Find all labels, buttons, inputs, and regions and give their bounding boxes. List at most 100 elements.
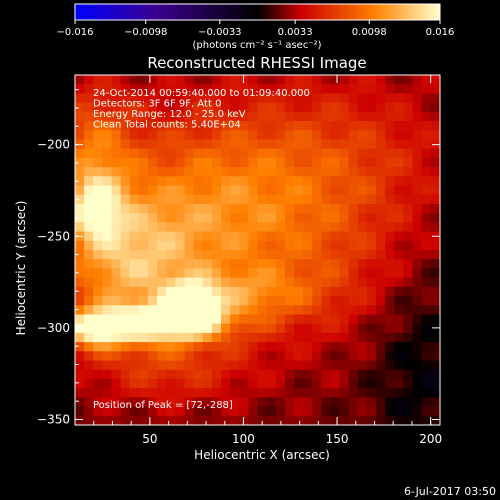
heatmap-cell	[303, 323, 313, 334]
heatmap-cell	[367, 286, 377, 297]
heatmap-cell	[129, 332, 140, 343]
heatmap-cell	[266, 75, 277, 85]
heatmap-cell	[230, 314, 240, 325]
heatmap-cell	[394, 268, 404, 279]
heatmap-cell	[211, 213, 222, 223]
heatmap-cell	[357, 240, 368, 251]
heatmap-cell	[321, 342, 331, 352]
heatmap-cell	[403, 231, 414, 242]
heatmap-cell	[111, 185, 122, 196]
heatmap-cell	[367, 388, 377, 398]
heatmap-cell	[84, 378, 94, 389]
colorbar-tick-label: 0.0033	[278, 27, 313, 38]
heatmap-cell	[348, 231, 359, 242]
heatmap-cell	[321, 369, 331, 380]
heatmap-cell	[111, 296, 122, 306]
heatmap-cell	[84, 259, 94, 269]
heatmap-cell	[93, 111, 103, 122]
heatmap-cell	[303, 397, 313, 407]
heatmap-cell	[275, 111, 286, 122]
heatmap-cell	[266, 305, 277, 315]
heatmap-cell	[239, 342, 249, 352]
heatmap-cell	[138, 139, 149, 150]
heatmap-cell	[266, 185, 277, 196]
heatmap-cell	[239, 148, 249, 159]
heatmap-cell	[148, 342, 158, 352]
heatmap-cell	[184, 332, 195, 343]
heatmap-cell	[211, 250, 222, 260]
heatmap-cell	[321, 397, 331, 407]
heatmap-cell	[394, 332, 404, 343]
heatmap-cell	[239, 130, 249, 140]
heatmap-cell	[111, 342, 122, 352]
heatmap-cell	[421, 342, 432, 352]
heatmap-cell	[339, 277, 350, 288]
heatmap-cell	[175, 415, 185, 426]
heatmap-cell	[93, 148, 103, 159]
heatmap-cell	[148, 360, 158, 371]
heatmap-cell	[403, 102, 414, 113]
heatmap-cell	[294, 111, 304, 122]
heatmap-cell	[312, 415, 322, 426]
heatmap-cell	[193, 213, 204, 223]
heatmap-cell	[248, 121, 258, 131]
heatmap-cell	[403, 397, 414, 407]
heatmap-cell	[367, 351, 377, 361]
heatmap-cell	[248, 332, 258, 343]
annotation-line: Energy Range: 12.0 - 25.0 keV	[93, 109, 246, 120]
heatmap-cell	[330, 231, 341, 242]
heatmap-cell	[257, 213, 268, 223]
heatmap-cell	[321, 185, 331, 196]
heatmap-cell	[294, 296, 304, 306]
heatmap-cell	[230, 268, 240, 279]
heatmap-cell	[175, 148, 185, 159]
heatmap-cell	[202, 268, 213, 279]
heatmap-cell	[84, 194, 94, 205]
heatmap-cell	[421, 240, 432, 251]
heatmap-cell	[412, 213, 423, 223]
heatmap-cell	[348, 167, 359, 177]
heatmap-cell	[376, 84, 386, 94]
heatmap-cell	[248, 102, 258, 113]
colorbar-tick-label: −0.0033	[198, 27, 241, 38]
heatmap-cell	[221, 360, 231, 371]
heatmap-cell	[193, 259, 204, 269]
heatmap-cell	[294, 167, 304, 177]
heatmap-cell	[330, 176, 341, 186]
heatmap-cell	[348, 185, 359, 196]
heatmap-cell	[385, 277, 395, 288]
heatmap-cell	[193, 194, 204, 205]
heatmap-cell	[430, 305, 441, 315]
heatmap-cell	[367, 93, 377, 104]
heatmap-cell	[111, 139, 122, 150]
heatmap-cell	[330, 323, 341, 334]
heatmap-cell	[348, 415, 359, 426]
heatmap-cell	[266, 323, 277, 334]
heatmap-cell	[385, 130, 395, 140]
heatmap-cell	[275, 84, 286, 94]
heatmap-cell	[412, 148, 423, 159]
colorbar-tick-label: 0.0098	[352, 27, 387, 38]
heatmap-cell	[403, 130, 414, 140]
heatmap-cell	[84, 351, 94, 361]
heatmap-cell	[211, 75, 222, 85]
heatmap-cell	[348, 360, 359, 371]
heatmap-cell	[193, 296, 204, 306]
heatmap-cell	[75, 250, 85, 260]
heatmap-cell	[257, 148, 268, 159]
heatmap-cell	[138, 369, 149, 380]
heatmap-cell	[248, 369, 258, 380]
heatmap-cell	[266, 176, 277, 186]
heatmap-cell	[202, 259, 213, 269]
heatmap-cell	[184, 213, 195, 223]
heatmap-cell	[303, 222, 313, 232]
heatmap-cell	[148, 130, 158, 140]
heatmap-cell	[357, 286, 368, 297]
heatmap-cell	[102, 277, 112, 288]
heatmap-cell	[75, 277, 85, 288]
heatmap-cell	[166, 305, 176, 315]
heatmap-cell	[266, 213, 277, 223]
heatmap-cell	[230, 75, 240, 85]
heatmap-cell	[175, 213, 185, 223]
heatmap-cell	[120, 378, 131, 389]
